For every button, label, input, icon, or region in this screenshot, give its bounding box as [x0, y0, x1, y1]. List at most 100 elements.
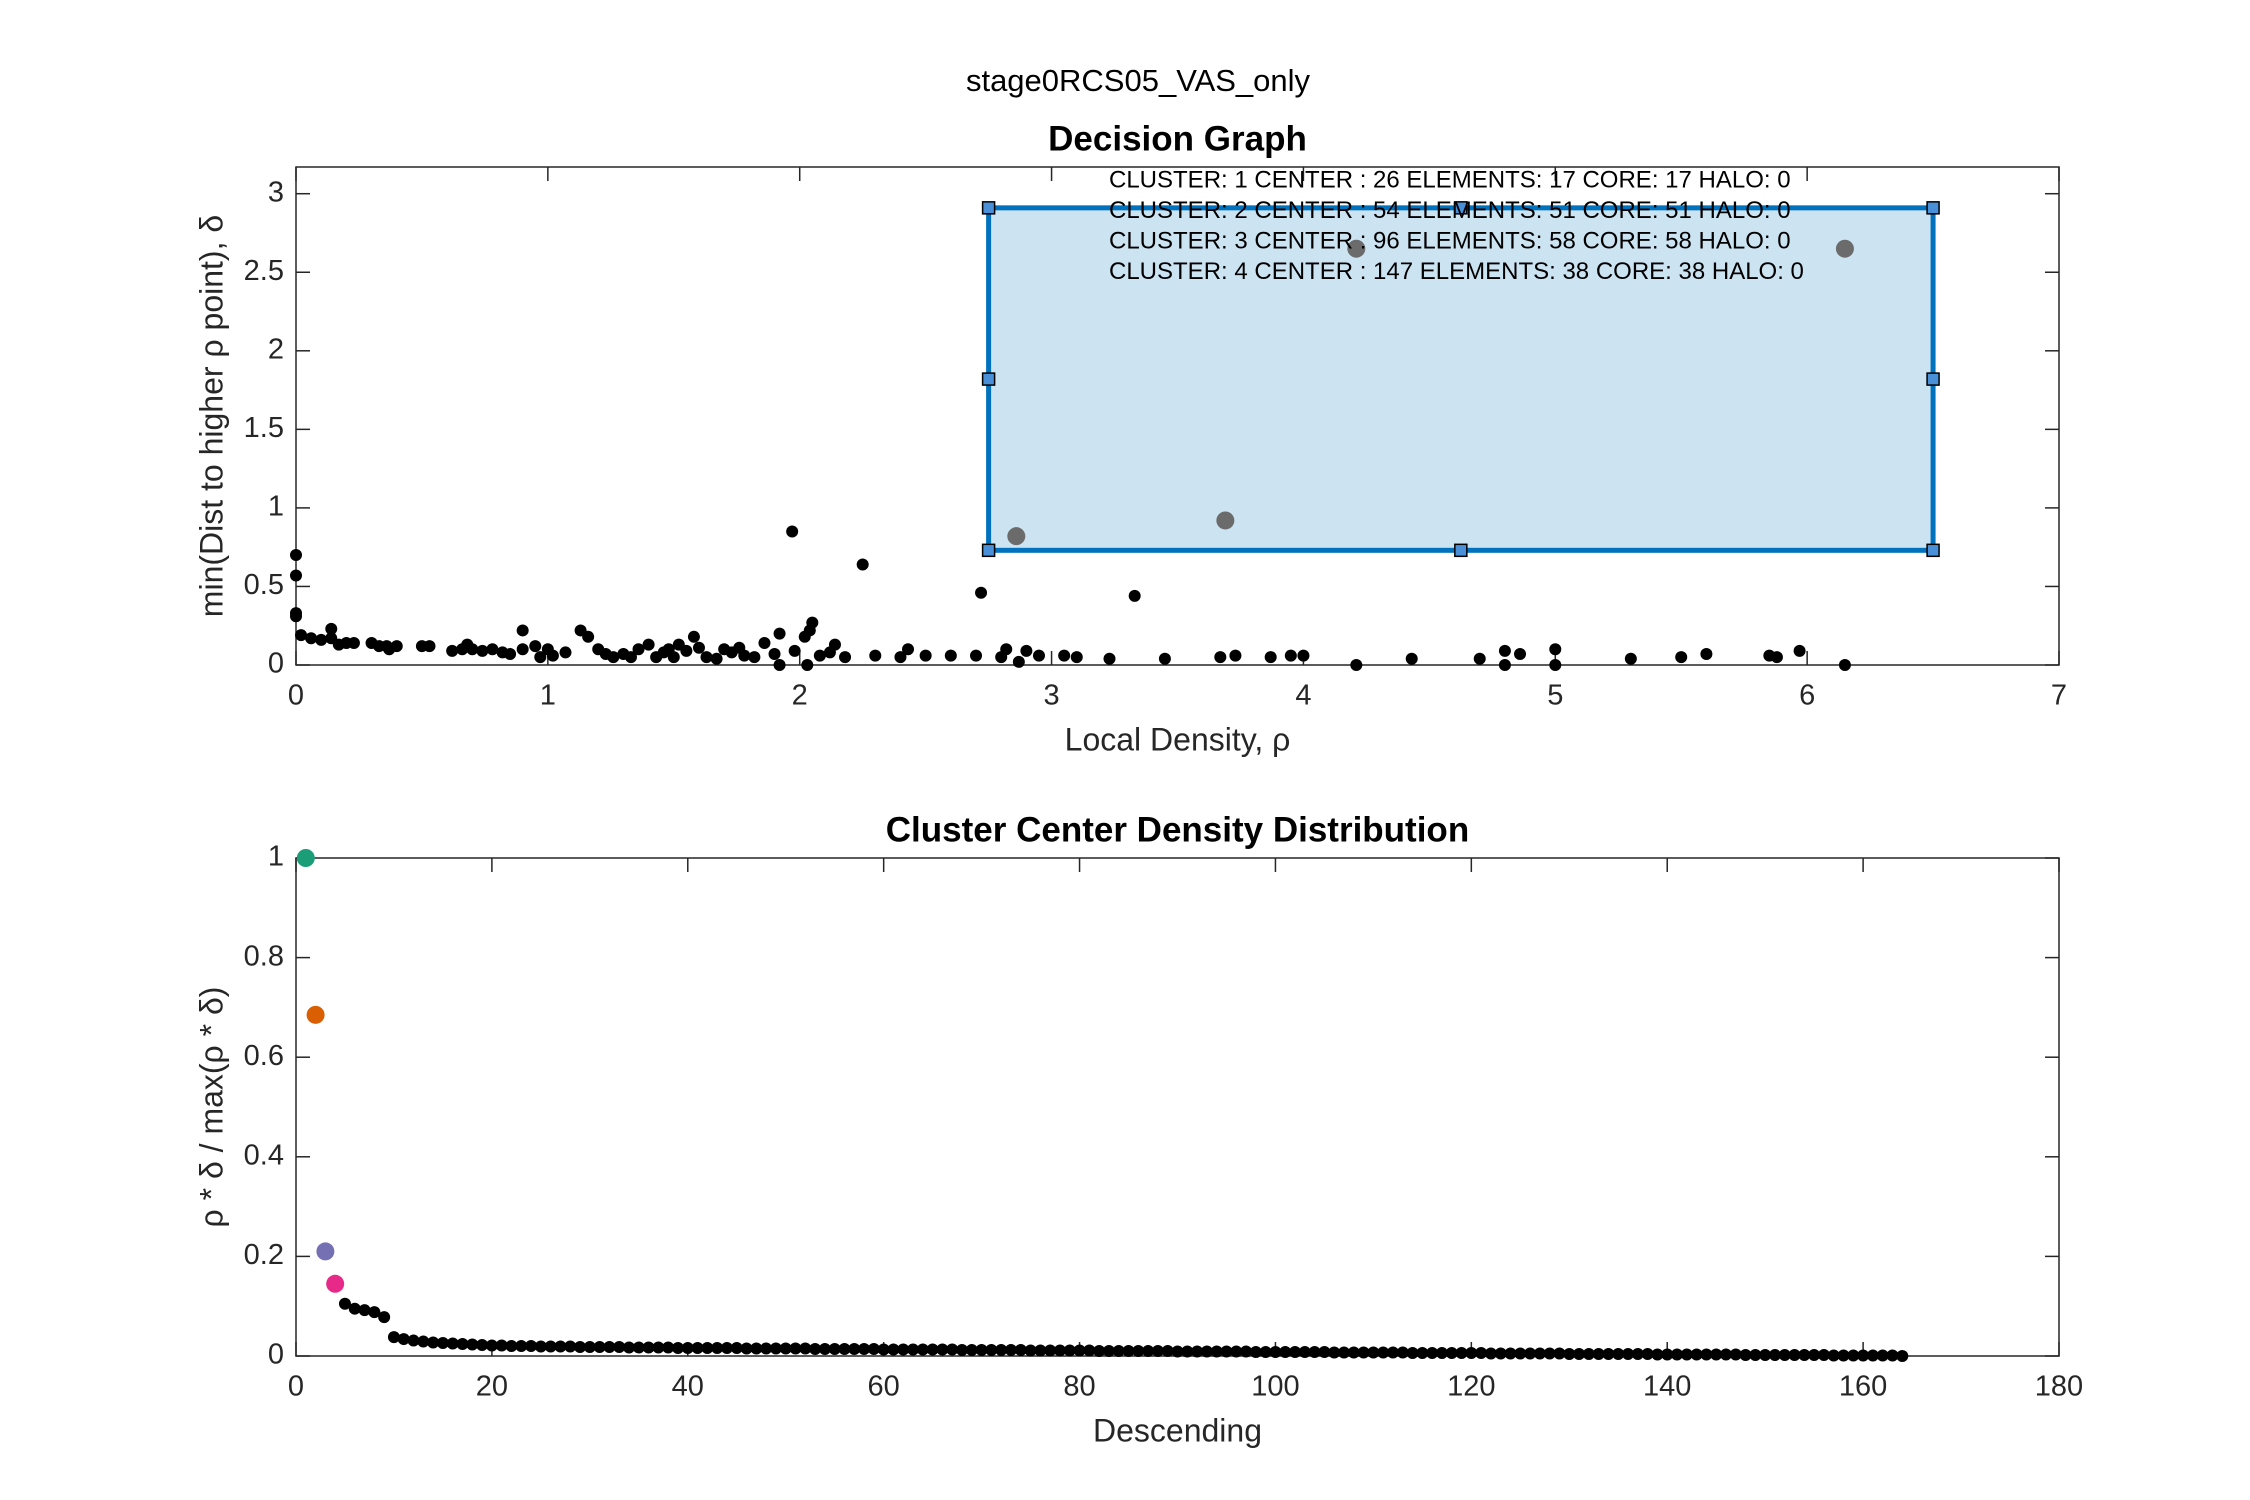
data-point — [1279, 1346, 1292, 1359]
data-point — [1729, 1348, 1742, 1361]
data-point — [1455, 1347, 1468, 1360]
data-point — [667, 651, 680, 664]
data-point — [515, 1340, 528, 1353]
data-point — [544, 1340, 557, 1353]
data-point — [516, 624, 529, 637]
data-point — [1012, 655, 1025, 668]
data-point — [926, 1343, 939, 1356]
data-point — [975, 1344, 988, 1357]
data-point — [348, 1302, 361, 1315]
data-point — [1498, 659, 1511, 671]
data-point — [505, 1340, 518, 1353]
data-point — [769, 1342, 782, 1355]
data-point — [1876, 1349, 1889, 1362]
data-point — [347, 637, 360, 650]
data-point — [936, 1343, 949, 1356]
annotation: CLUSTER: 4 CENTER : 147 ELEMENTS: 38 COR… — [1109, 258, 1804, 285]
y-tick-label: 2 — [268, 333, 284, 365]
data-point — [546, 649, 559, 662]
data-point — [305, 632, 318, 645]
selection-handle — [1926, 201, 1940, 215]
data-point — [446, 1337, 459, 1350]
data-point — [1338, 1346, 1351, 1359]
selection-handle — [1454, 201, 1468, 215]
data-point — [436, 1337, 449, 1350]
x-tick-label: 40 — [672, 1371, 704, 1403]
chart-title: Decision Graph — [1048, 119, 1307, 158]
data-point — [1014, 1344, 1027, 1357]
data-point — [1465, 1347, 1478, 1360]
data-point — [738, 649, 751, 662]
data-point — [1602, 1348, 1615, 1361]
data-point — [476, 644, 489, 657]
data-point — [607, 651, 620, 664]
data-point — [1024, 1344, 1037, 1357]
data-point — [1847, 1349, 1860, 1362]
x-tick-label: 5 — [1547, 680, 1563, 712]
data-point — [710, 652, 723, 665]
data-point — [809, 1343, 822, 1356]
y-tick-label: 0.4 — [244, 1139, 284, 1171]
data-point — [1240, 1345, 1253, 1358]
data-point — [583, 1341, 596, 1354]
x-tick-label: 20 — [476, 1371, 508, 1403]
data-point — [1171, 1345, 1184, 1358]
data-point — [368, 1306, 381, 1319]
data-point — [1473, 652, 1486, 665]
data-point — [326, 1274, 345, 1293]
data-point — [1128, 589, 1141, 602]
data-point — [1405, 652, 1418, 665]
selection-handle — [1926, 372, 1940, 386]
data-point — [701, 1342, 714, 1355]
data-point — [671, 1342, 684, 1355]
data-point — [970, 649, 983, 662]
data-point — [894, 651, 907, 664]
data-point — [692, 641, 705, 654]
data-point — [1700, 648, 1713, 661]
data-point — [887, 1343, 900, 1356]
figure-title: stage0RCS05_VAS_only — [966, 63, 1311, 98]
x-tick-label: 160 — [1839, 1371, 1887, 1403]
data-point — [1063, 1344, 1076, 1357]
data-point — [1749, 1349, 1762, 1362]
data-point — [1700, 1348, 1713, 1361]
data-point — [1367, 1346, 1380, 1359]
data-point — [1158, 652, 1171, 665]
selection-handle — [981, 372, 996, 386]
data-point — [1350, 659, 1363, 671]
data-point — [760, 1342, 773, 1355]
data-point — [1289, 1346, 1302, 1359]
data-point — [1216, 511, 1235, 530]
data-point — [995, 1344, 1008, 1357]
data-point — [1308, 1346, 1321, 1359]
data-point — [1445, 1347, 1458, 1360]
x-tick-label: 180 — [2035, 1371, 2083, 1403]
y-tick-label: 1 — [268, 841, 284, 873]
x-tick-label: 2 — [792, 680, 808, 712]
data-point — [466, 643, 479, 656]
selection-handle — [981, 201, 996, 215]
data-point — [652, 1341, 665, 1354]
data-point — [1543, 1347, 1556, 1360]
data-point — [1142, 1345, 1155, 1358]
data-point — [946, 1343, 959, 1356]
data-point — [1622, 1348, 1635, 1361]
data-point — [897, 1343, 910, 1356]
data-point — [1103, 652, 1116, 665]
y-tick-label: 0.5 — [244, 569, 284, 601]
x-tick-label: 100 — [1251, 1371, 1299, 1403]
data-point — [1416, 1347, 1429, 1360]
data-point — [1020, 644, 1033, 657]
data-point — [1631, 1348, 1644, 1361]
data-point — [1214, 651, 1227, 664]
data-point — [1475, 1347, 1488, 1360]
data-point — [1739, 1349, 1752, 1362]
data-point — [290, 549, 302, 562]
data-point — [944, 649, 957, 662]
data-point — [564, 1340, 577, 1353]
x-tick-label: 7 — [2051, 680, 2067, 712]
data-point — [687, 630, 700, 643]
data-point — [1284, 649, 1297, 662]
data-point — [1181, 1345, 1194, 1358]
data-point — [1857, 1349, 1870, 1362]
